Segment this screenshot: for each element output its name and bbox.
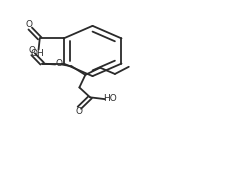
Text: OH: OH (30, 49, 44, 58)
Text: O: O (29, 47, 36, 56)
Text: O: O (25, 20, 32, 30)
Text: O: O (56, 59, 63, 68)
Text: HO: HO (103, 94, 117, 103)
Text: O: O (75, 107, 82, 116)
